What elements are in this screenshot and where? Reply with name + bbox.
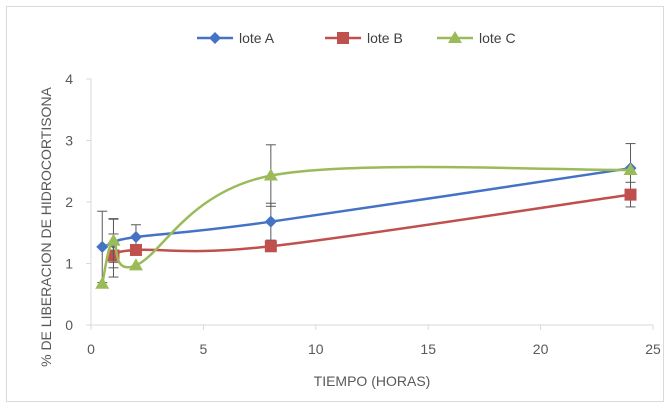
- series-line: [112, 193, 631, 257]
- legend: lote A lote B lote C: [197, 30, 516, 46]
- data-point-triangle: [263, 168, 278, 181]
- x-tick-label: 10: [308, 341, 324, 357]
- series-lote-C: [95, 144, 638, 289]
- data-point-square: [337, 32, 349, 44]
- legend-label: lote A: [239, 30, 275, 46]
- x-tick-label: 5: [200, 341, 208, 357]
- data-point-square: [264, 240, 277, 253]
- legend-item: lote A: [197, 30, 275, 46]
- data-point-diamond: [264, 215, 277, 228]
- y-tick-label: 2: [65, 194, 73, 210]
- legend-item: lote B: [325, 30, 403, 46]
- data-point-triangle: [95, 276, 110, 289]
- data-point-triangle: [623, 163, 638, 176]
- series-lote-B: [107, 181, 637, 278]
- data-point-triangle: [448, 31, 462, 43]
- y-tick-label: 4: [65, 71, 73, 87]
- y-tick-label: 3: [65, 133, 73, 149]
- data-point-triangle: [106, 233, 121, 246]
- legend-item: lote C: [437, 30, 516, 46]
- data-point-square: [624, 188, 637, 201]
- series-lote-A: [96, 143, 637, 284]
- axes: 0 5 10 15 20 25 0 1 2 3 4: [65, 71, 661, 357]
- data-point-triangle: [128, 258, 143, 271]
- y-tick-label: 1: [65, 256, 73, 272]
- x-tick-label: 0: [87, 341, 95, 357]
- legend-label: lote B: [367, 30, 403, 46]
- data-point-diamond: [96, 240, 109, 253]
- series-line: [101, 165, 631, 285]
- chart-frame: lote A lote B lote C 0 5 10 15 20 25 0 1 2 3 4 TIEMP…: [6, 6, 664, 402]
- legend-label: lote C: [479, 30, 516, 46]
- data-point-diamond: [209, 32, 221, 44]
- series-layer: [95, 143, 638, 289]
- x-tick-label: 20: [533, 341, 549, 357]
- y-tick-label: 0: [65, 317, 73, 333]
- y-axis-title: % DE LIBERACION DE HIDROCORTISONA: [38, 86, 54, 366]
- data-point-diamond: [129, 231, 142, 244]
- chart-svg: lote A lote B lote C 0 5 10 15 20 25 0 1 2 3 4 TIEMP…: [38, 30, 661, 389]
- x-axis-title: TIEMPO (HORAS): [314, 373, 431, 389]
- data-point-square: [129, 243, 142, 256]
- x-tick-label: 25: [645, 341, 661, 357]
- x-tick-label: 15: [420, 341, 436, 357]
